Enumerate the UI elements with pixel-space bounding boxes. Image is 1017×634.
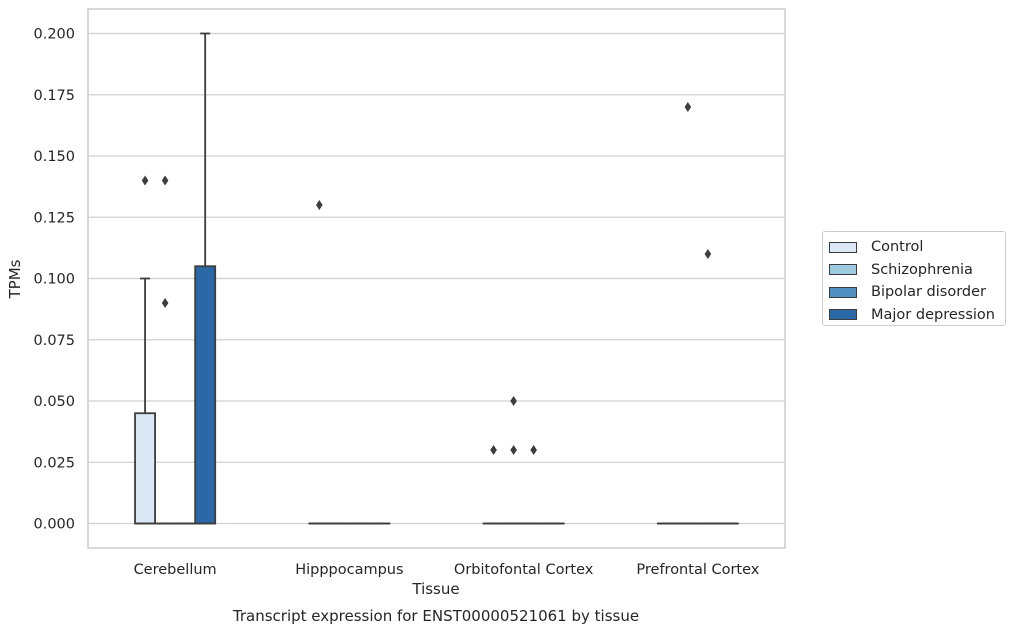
outlier-point bbox=[161, 175, 169, 186]
legend-label-bipolar-disorder: Bipolar disorder bbox=[871, 284, 986, 301]
outlier-point bbox=[510, 396, 517, 406]
y-tick-label: 0.200 bbox=[33, 27, 75, 43]
legend: Control Schizophrenia Bipolar disorder M… bbox=[822, 231, 1006, 326]
box-group bbox=[522, 445, 545, 525]
legend-label-control: Control bbox=[871, 239, 924, 256]
outlier-point bbox=[704, 249, 712, 259]
legend-label-major-depression: Major depression bbox=[871, 306, 995, 323]
legend-swatch-schizophrenia bbox=[829, 264, 857, 276]
legend-item-major-depression: Major depression bbox=[823, 304, 1005, 327]
legend-item-bipolar-disorder: Bipolar disorder bbox=[823, 281, 1005, 304]
y-tick-label: 0.150 bbox=[33, 149, 75, 165]
x-axis-label: Tissue bbox=[411, 580, 459, 598]
y-tick-label: 0.050 bbox=[33, 394, 75, 410]
legend-label-schizophrenia: Schizophrenia bbox=[871, 261, 973, 278]
x-tick-labels: Cerebellum Hipppocampus Orbitofontal Corte… bbox=[134, 562, 760, 578]
box-group bbox=[194, 32, 217, 525]
y-tick-label: 0.100 bbox=[33, 272, 75, 288]
outlier-point bbox=[490, 445, 497, 455]
x-tick-label: Hipppocampus bbox=[295, 562, 403, 578]
y-tick-label: 0.000 bbox=[33, 517, 75, 533]
x-tick-label: Prefrontal Cortex bbox=[636, 562, 759, 578]
chart-title: Transcript expression for ENST0000052106… bbox=[232, 607, 639, 625]
outlier-point bbox=[161, 298, 169, 308]
legend-item-control: Control bbox=[823, 236, 1005, 259]
y-tick-label: 0.125 bbox=[33, 210, 75, 226]
legend-swatch-control bbox=[829, 241, 857, 253]
box-plots bbox=[134, 32, 739, 525]
x-tick-label: Orbitofontal Cortex bbox=[454, 562, 594, 578]
y-tick-labels: 0.000 0.025 0.050 0.075 0.100 0.125 0.150 0.175… bbox=[33, 27, 75, 533]
legend-item-schizophrenia: Schizophrenia bbox=[823, 259, 1005, 282]
legend-swatch-bipolar-disorder bbox=[829, 286, 857, 298]
outlier-point bbox=[684, 102, 692, 112]
box-group bbox=[134, 175, 156, 525]
outlier-point bbox=[510, 445, 517, 455]
y-axis-label: TPMs bbox=[6, 259, 24, 299]
box bbox=[194, 265, 217, 525]
outlier-point bbox=[316, 200, 323, 210]
box-group bbox=[696, 249, 719, 525]
outlier-point bbox=[141, 175, 149, 186]
legend-swatch-major-depression bbox=[829, 309, 857, 321]
y-tick-label: 0.025 bbox=[33, 455, 75, 471]
outlier-point bbox=[530, 445, 537, 455]
box bbox=[134, 412, 156, 525]
y-tick-label: 0.175 bbox=[33, 88, 75, 104]
y-tick-label: 0.075 bbox=[33, 333, 75, 349]
box-group bbox=[502, 396, 525, 525]
x-tick-label: Cerebellum bbox=[134, 562, 217, 578]
